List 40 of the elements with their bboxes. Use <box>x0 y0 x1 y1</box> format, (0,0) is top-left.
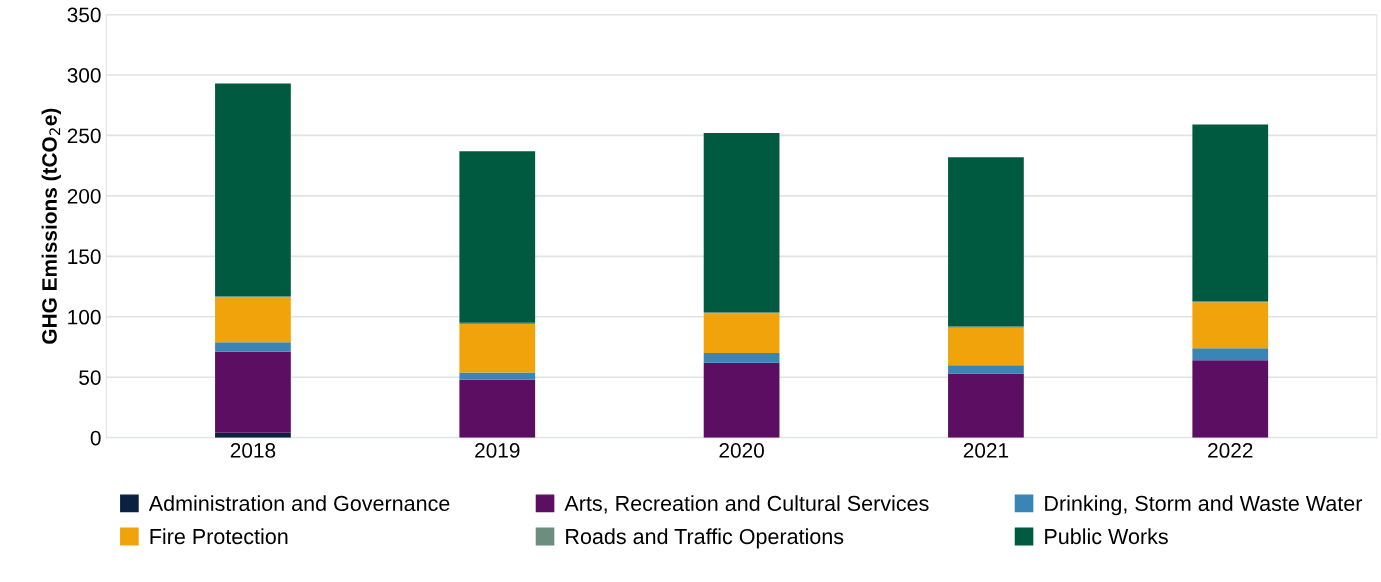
bar <box>459 379 536 438</box>
y-tick-label: 50 <box>79 370 101 385</box>
y-tick-label: 0 <box>90 430 101 446</box>
bar <box>215 297 291 343</box>
x-tick-label: 2021 <box>963 443 1009 458</box>
bar <box>948 373 1024 438</box>
x-tick-label: 2018 <box>230 443 276 458</box>
legend-label: Administration and Governance <box>148 495 450 512</box>
bar <box>1192 124 1269 302</box>
y-axis-title: GHG Emissions (tCO$_{2}$e) <box>41 108 61 344</box>
x-tick-label: 2020 <box>719 443 764 458</box>
legend-label: Roads and Traffic Operations <box>566 528 844 549</box>
y-tick-label: 200 <box>67 188 101 204</box>
bar <box>459 372 536 380</box>
x-tick-label: 2022 <box>1208 443 1253 458</box>
legend-label: Drinking, Storm and Waste Water <box>1045 495 1363 516</box>
legend-label: Public Works <box>1045 528 1168 545</box>
bar <box>1192 360 1269 438</box>
bar <box>703 313 780 354</box>
y-tick-label: 250 <box>67 128 101 144</box>
bar <box>703 353 780 363</box>
y-tick-label: 100 <box>68 309 101 325</box>
bar <box>948 157 1024 327</box>
bar <box>703 362 780 438</box>
bar <box>703 133 780 312</box>
bar <box>948 327 1024 366</box>
y-tick-label: 150 <box>68 249 101 265</box>
legend-label: Arts, Recreation and Cultural Services <box>564 495 929 514</box>
bar <box>459 324 536 373</box>
bar <box>948 365 1024 374</box>
y-tick-label: 350 <box>67 7 101 23</box>
legend-label: Fire Protection <box>150 528 288 545</box>
bar <box>215 351 291 433</box>
bar <box>215 342 291 352</box>
bar <box>215 83 291 297</box>
y-tick-label: 300 <box>67 68 101 83</box>
bar <box>1192 302 1269 349</box>
bar <box>1192 348 1269 361</box>
x-tick-label: 2019 <box>475 443 520 458</box>
bar <box>459 151 536 323</box>
